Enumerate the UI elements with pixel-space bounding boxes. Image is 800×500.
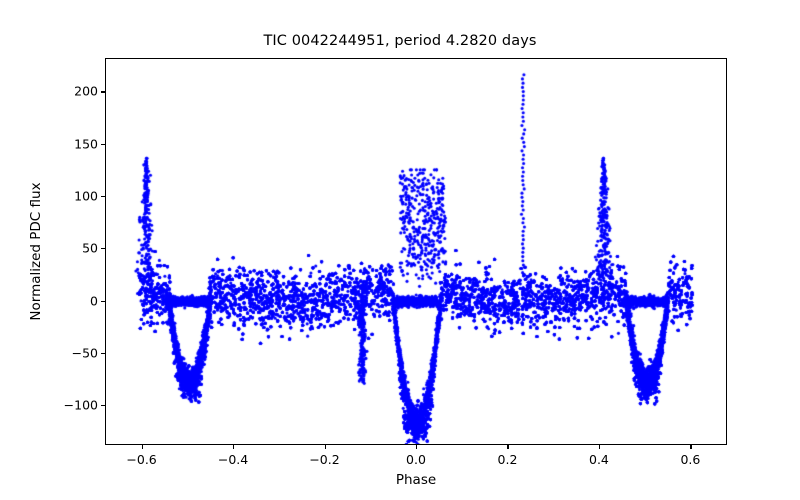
y-tick-label: 50 — [82, 240, 98, 256]
x-tick-label: −0.6 — [126, 452, 157, 467]
y-tick-label: 200 — [74, 83, 98, 99]
x-tick-mark — [507, 445, 509, 449]
x-tick-mark — [233, 445, 235, 449]
x-tick-mark — [690, 445, 692, 449]
y-tick-label: −100 — [63, 397, 98, 413]
x-tick-label: 0.6 — [680, 452, 701, 467]
chart-title: TIC 0042244951, period 4.2820 days — [263, 33, 537, 49]
x-tick-mark — [416, 445, 418, 449]
x-tick-label: 0.4 — [588, 452, 609, 467]
x-tick-label: −0.2 — [309, 452, 340, 467]
y-tick-mark — [101, 352, 105, 355]
y-tick-mark — [101, 91, 105, 93]
x-tick-mark — [598, 445, 601, 449]
x-tick-mark — [141, 445, 143, 449]
y-tick-label: 150 — [74, 136, 98, 152]
y-tick-mark — [101, 300, 105, 302]
x-tick-label: −0.4 — [217, 452, 249, 467]
y-axis-label: Normalized PDC flux — [28, 182, 44, 321]
y-tick-mark — [101, 405, 105, 407]
y-tick-mark — [101, 143, 105, 145]
y-tick-label: 0 — [90, 293, 98, 309]
y-tick-mark — [101, 248, 105, 250]
x-axis-label: Phase — [395, 472, 437, 488]
x-tick-label: 0.0 — [406, 452, 426, 467]
y-tick-mark — [101, 196, 105, 198]
scatter-plot-canvas — [106, 59, 726, 444]
x-tick-label: 0.2 — [497, 452, 518, 467]
y-tick-label: −50 — [71, 345, 98, 361]
plot-axes — [105, 58, 727, 445]
x-tick-mark — [324, 445, 326, 449]
y-tick-label: 100 — [74, 188, 98, 204]
